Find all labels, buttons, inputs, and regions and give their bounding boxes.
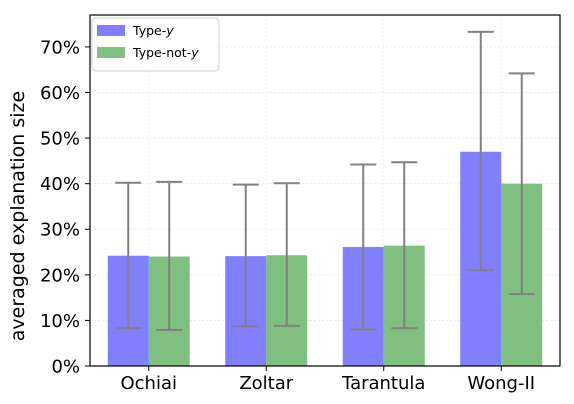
y-tick-label: 70% (40, 37, 80, 58)
y-tick-label: 50% (40, 129, 80, 150)
y-tick-label: 10% (40, 311, 80, 332)
legend: Type-y Type-not-y (91, 17, 220, 72)
legend-label: Type-y (132, 23, 174, 38)
y-tick-label: 20% (40, 265, 80, 286)
legend-swatch (97, 25, 125, 36)
x-tick-label: Ochiai (120, 373, 177, 394)
x-tick-label: Tarantula (341, 373, 425, 394)
error-bars (115, 30, 535, 331)
y-tick-label: 60% (40, 83, 80, 104)
y-axis-ticks: 0% 10% 20% 30% 40% 50% 60% 70% (40, 37, 90, 378)
legend-label: Type-not-y (132, 45, 199, 60)
plot-frame (89, 14, 561, 367)
y-tick-label: 40% (40, 174, 80, 195)
y-tick-label: 0% (51, 357, 80, 378)
x-tick-label: Zoltar (239, 373, 293, 394)
y-tick-label: 30% (40, 220, 80, 241)
x-axis-ticks: Ochiai Zoltar Tarantula Wong-II (120, 366, 535, 394)
y-axis-label: averaged explanation size (7, 91, 29, 341)
x-tick-label: Wong-II (467, 373, 535, 394)
legend-swatch (97, 47, 125, 58)
bars (107, 151, 543, 366)
